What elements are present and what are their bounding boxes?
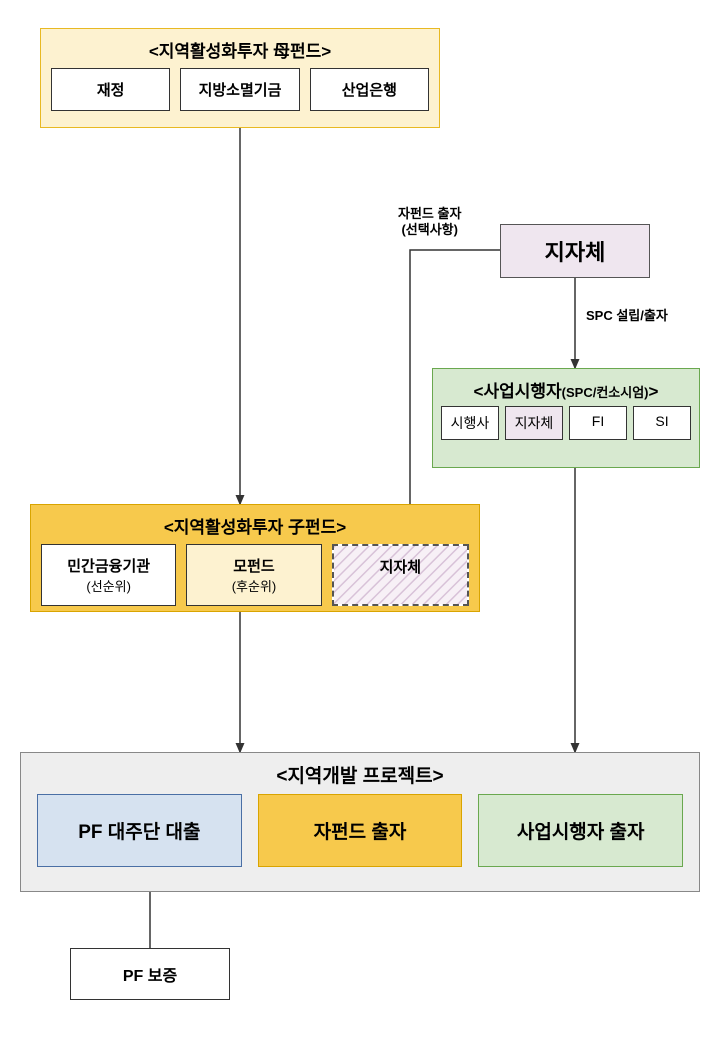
project-items: PF 대주단 대출 자펀드 출자 사업시행자 출자 <box>21 794 699 881</box>
child-fund-item-sub: (후순위) <box>191 576 316 595</box>
child-fund-item-sub: (선순위) <box>46 576 171 595</box>
child-fund-items: 민간금융기관 (선순위) 모펀드 (후순위) 지자체 <box>31 544 479 616</box>
spc-item: SI <box>633 406 691 440</box>
spc-item: 시행사 <box>441 406 499 440</box>
mother-fund-panel: <지역활성화투자 母펀드> 재정 지방소멸기금 산업은행 <box>40 28 440 128</box>
mother-fund-title: <지역활성화투자 母펀드> <box>41 29 439 68</box>
child-fund-item: 모펀드 (후순위) <box>186 544 321 606</box>
child-fund-item-label: 민간금융기관 <box>67 558 150 575</box>
spc-item: FI <box>569 406 627 440</box>
child-fund-item: 민간금융기관 (선순위) <box>41 544 176 606</box>
project-panel: <지역개발 프로젝트> PF 대주단 대출 자펀드 출자 사업시행자 출자 <box>20 752 700 892</box>
project-item-exec: 사업시행자 출자 <box>478 794 683 867</box>
spc-title: <사업시행자(SPC/컨소시엄)> <box>433 369 699 406</box>
spc-panel: <사업시행자(SPC/컨소시엄)> 시행사 지자체 FI SI <box>432 368 700 468</box>
spc-title-sub: (SPC/컨소시엄) <box>562 385 649 400</box>
child-fund-item-jija: 지자체 <box>332 544 469 606</box>
pf-guarantee-label: PF 보증 <box>71 949 229 999</box>
project-title: <지역개발 프로젝트> <box>21 753 699 794</box>
mother-fund-item: 재정 <box>51 68 170 111</box>
child-fund-item-label: 모펀드 <box>233 558 274 575</box>
spc-title-main: <사업시행자 <box>474 382 562 401</box>
local-gov-box: 지자체 <box>500 224 650 278</box>
spc-items: 시행사 지자체 FI SI <box>433 406 699 448</box>
spc-item-jija: 지자체 <box>505 406 563 440</box>
edge-label: 자펀드 출자(선택사항) <box>398 206 461 237</box>
mother-fund-item: 산업은행 <box>310 68 429 111</box>
local-gov-label: 지자체 <box>501 225 649 277</box>
child-fund-panel: <지역활성화투자 子펀드> 민간금융기관 (선순위) 모펀드 (후순위) 지자체 <box>30 504 480 612</box>
mother-fund-item: 지방소멸기금 <box>180 68 299 111</box>
child-fund-title: <지역활성화투자 子펀드> <box>31 505 479 544</box>
edge-label: SPC 설립/출자 <box>586 308 668 324</box>
project-item-jafund: 자펀드 출자 <box>258 794 463 867</box>
child-fund-item-label: 지자체 <box>380 559 421 576</box>
pf-guarantee-box: PF 보증 <box>70 948 230 1000</box>
project-item-pf: PF 대주단 대출 <box>37 794 242 867</box>
mother-fund-items: 재정 지방소멸기금 산업은행 <box>41 68 439 121</box>
